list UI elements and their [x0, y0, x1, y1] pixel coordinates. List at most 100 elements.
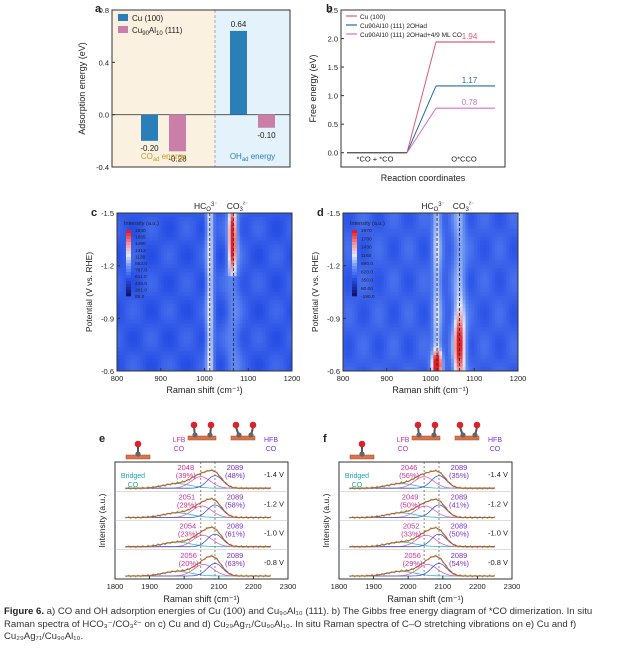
colorbar-tick-label: 1138 [135, 254, 146, 260]
heatmap-cell [248, 288, 252, 293]
heatmap-cell [398, 315, 402, 321]
heatmap-cell [453, 295, 458, 301]
heatmap-cell [128, 351, 132, 356]
heatmap-cell [509, 323, 513, 328]
heatmap-cell [360, 311, 364, 317]
heatmap-cell [210, 355, 214, 360]
heatmap-cell [216, 248, 220, 253]
heatmap-cell [389, 236, 393, 242]
heatmap-cell [369, 339, 373, 344]
heatmap-cell [152, 268, 156, 273]
heatmap-cell [166, 284, 170, 289]
heatmap-cell [433, 252, 437, 257]
heatmap-cell [242, 355, 246, 360]
heatmap-cell [192, 276, 197, 281]
heatmap-cell [187, 363, 191, 368]
heatmap-cell [453, 240, 458, 245]
heatmap-cell [515, 359, 519, 364]
heatmap-cell [134, 236, 138, 242]
heatmap-cell [245, 216, 249, 222]
heatmap-cell [462, 307, 466, 313]
heatmap-cell [224, 256, 229, 261]
heatmap-cell [169, 284, 173, 289]
heatmap-cell [286, 355, 290, 360]
heatmap-cell [262, 307, 267, 313]
heatmap-cell [143, 292, 147, 297]
heatmap-cell [160, 347, 165, 352]
heatmap-cell [265, 284, 270, 289]
heatmap-cell [152, 359, 156, 364]
heatmap-cell [227, 276, 232, 281]
heatmap-cell [172, 307, 176, 313]
heatmap-cell [491, 315, 496, 321]
heatmap-cell [380, 276, 385, 281]
heatmap-cell [134, 327, 138, 332]
heatmap-cell [257, 264, 261, 269]
heatmap-cell [154, 315, 159, 321]
heatmap-cell [289, 252, 293, 257]
heatmap-cell [453, 299, 458, 305]
heatmap-cell [222, 284, 226, 289]
heatmap-cell [178, 276, 182, 281]
heatmap-cell [351, 347, 356, 352]
heatmap-cell [453, 244, 458, 249]
heatmap-cell [224, 244, 229, 249]
heatmap-cell [259, 260, 264, 265]
heatmap-cell [360, 367, 364, 372]
heatmap-cell [198, 268, 202, 273]
heatmap-cell [450, 252, 455, 257]
heatmap-cell [131, 280, 135, 285]
heatmap-cell [251, 240, 255, 245]
heatmap-cell [494, 331, 498, 336]
heatmap-cell [227, 228, 232, 234]
heatmap-cell [274, 359, 278, 364]
colorbar-segment [126, 239, 131, 243]
heatmap-cell [254, 228, 258, 234]
heatmap-cell [392, 303, 396, 309]
heatmap-cell [360, 347, 364, 352]
heatmap-cell [184, 359, 188, 364]
heatmap-cell [262, 343, 267, 348]
heatmap-cell [122, 331, 127, 336]
heatmap-cell [166, 256, 170, 261]
heatmap-cell [439, 252, 443, 257]
heatmap-cell [450, 292, 455, 297]
colorbar-tick-label: 787.0 [135, 268, 147, 274]
heatmap-cell [509, 224, 513, 230]
heatmap-cell [480, 220, 484, 226]
heatmap-cell [401, 220, 405, 226]
x-axis-label: Reaction coordinates [381, 173, 466, 183]
heatmap-cell [430, 248, 434, 253]
heatmap-cell [480, 264, 484, 269]
heatmap-cell [286, 303, 290, 309]
heatmap-cell [224, 335, 229, 340]
heatmap-cell [401, 288, 405, 293]
heatmap-cell [213, 339, 217, 344]
heatmap-cell [354, 367, 358, 372]
heatmap-cell [424, 232, 428, 238]
heatmap-cell [503, 363, 507, 368]
heatmap-cell [448, 248, 452, 253]
heatmap-cell [210, 347, 214, 352]
heatmap-cell [119, 295, 124, 301]
heatmap-cell [178, 367, 182, 372]
heatmap-cell [230, 213, 235, 218]
heatmap-cell [474, 331, 478, 336]
heatmap-cell [157, 339, 162, 344]
heatmap-cell [398, 307, 402, 313]
heatmap-cell [125, 347, 130, 352]
heatmap-cell [181, 276, 185, 281]
heatmap-cell [257, 319, 261, 324]
heatmap-cell [163, 292, 167, 297]
heatmap-cell [354, 355, 358, 360]
heatmap-cell [230, 323, 235, 328]
heatmap-cell [134, 339, 138, 344]
heatmap-cell [227, 335, 232, 340]
heatmap-cell [404, 252, 408, 257]
heatmap-cell [509, 240, 513, 245]
heatmap-cell [283, 244, 287, 249]
heatmap-cell [383, 335, 388, 340]
heatmap-cell [137, 367, 141, 372]
heatmap-cell [262, 264, 267, 269]
heatmap-cell [401, 335, 405, 340]
